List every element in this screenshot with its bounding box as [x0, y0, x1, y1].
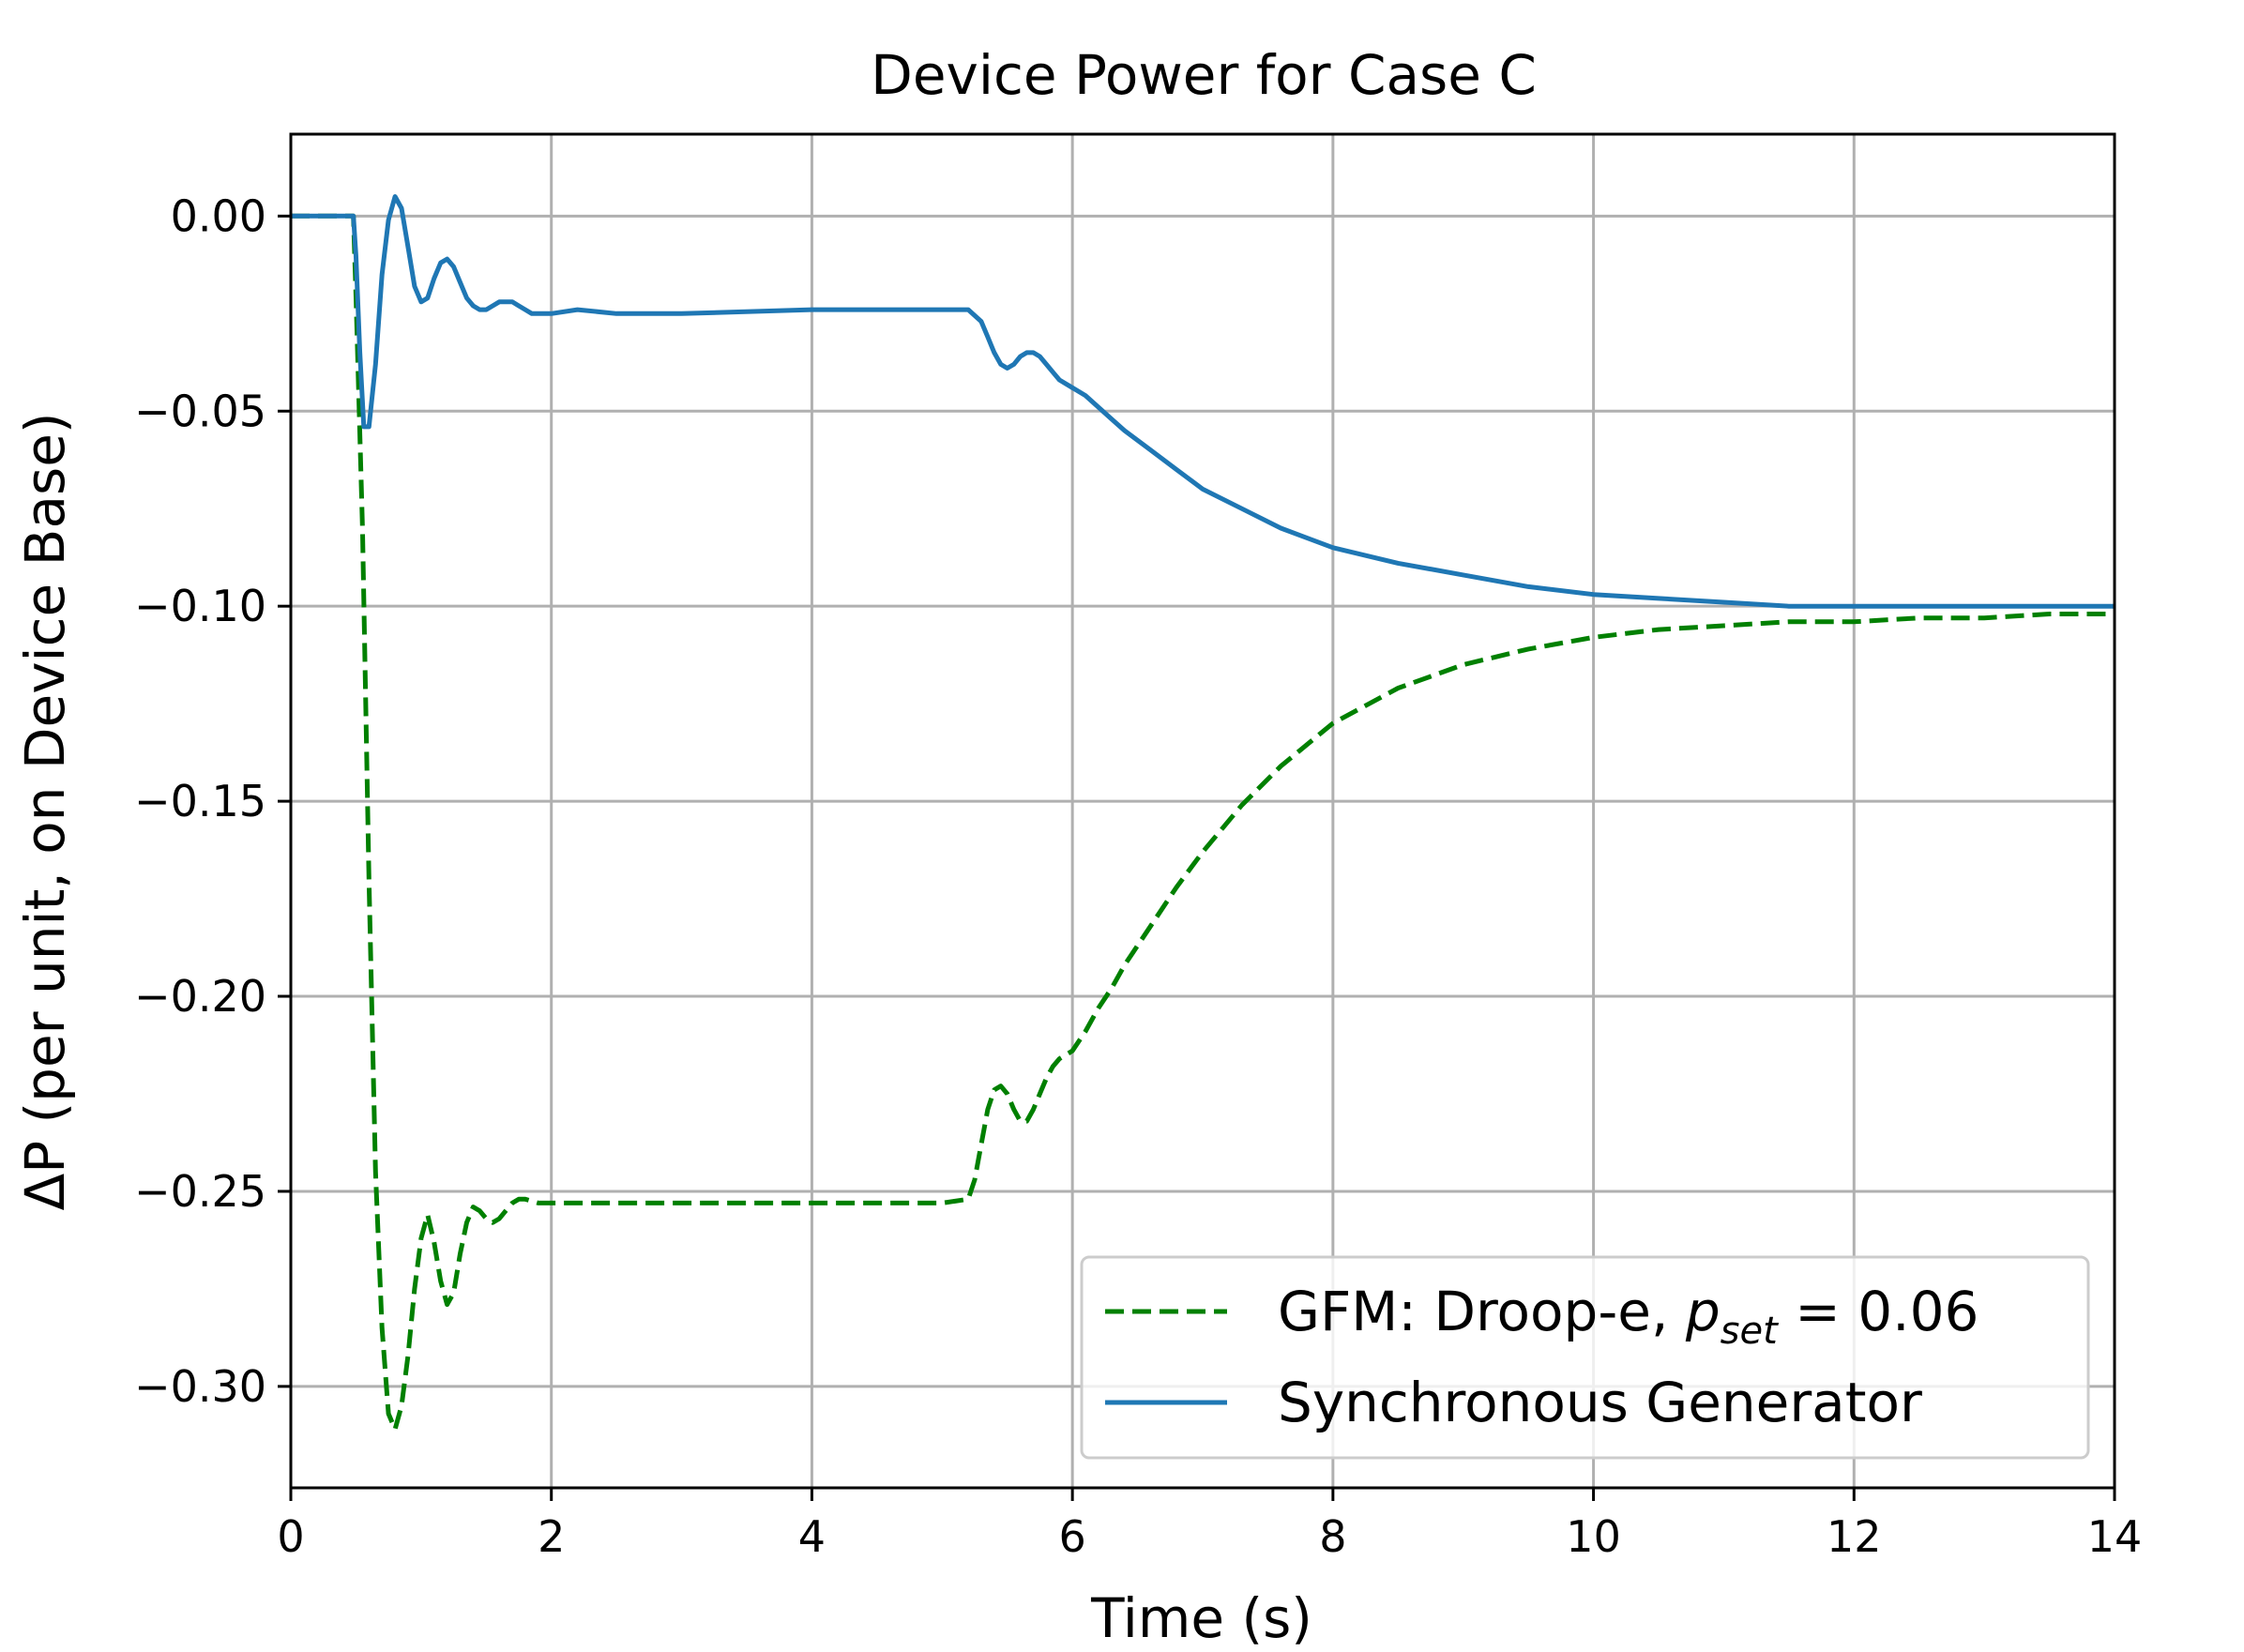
x-axis-ticks: 0 2 4 6 8 10 12 14 — [277, 1488, 2142, 1562]
y-tick-label: −0.25 — [134, 1166, 266, 1217]
series-line-synchronous-generator — [291, 194, 2115, 609]
x-tick-label: 8 — [1319, 1511, 1346, 1562]
series-line-gfm-droop-e — [291, 213, 2115, 1432]
y-tick-label: −0.15 — [134, 776, 266, 826]
x-tick-label: 10 — [1566, 1511, 1621, 1562]
legend: GFM: Droop-e, pset = 0.06 Synchronous Ge… — [1080, 1255, 2090, 1460]
chart-title: Device Power for Case C — [871, 43, 1537, 107]
y-axis-label: ΔP (per unit, on Device Base) — [13, 412, 77, 1210]
x-tick-label: 0 — [277, 1511, 304, 1562]
y-tick-label: 0.00 — [171, 190, 266, 241]
x-tick-label: 4 — [798, 1511, 826, 1562]
y-tick-label: −0.10 — [134, 581, 266, 631]
legend-label-gfm: GFM: Droop-e, pset = 0.06 — [1278, 1280, 1979, 1353]
plot-frame — [289, 132, 2116, 1490]
series-layer — [291, 194, 2115, 1432]
x-tick-label: 2 — [538, 1511, 565, 1562]
x-tick-label: 6 — [1059, 1511, 1086, 1562]
legend-label-synchronous-generator: Synchronous Generator — [1278, 1371, 1922, 1434]
y-axis-ticks: 0.00 −0.05 −0.10 −0.15 −0.20 −0.25 −0.30 — [134, 190, 291, 1412]
y-tick-label: −0.20 — [134, 971, 266, 1022]
x-axis-label: Time (s) — [1090, 1586, 1312, 1650]
x-tick-label: 14 — [2087, 1511, 2143, 1562]
x-tick-label: 12 — [1827, 1511, 1882, 1562]
legend-box — [1080, 1255, 2090, 1460]
y-tick-label: −0.30 — [134, 1361, 266, 1412]
y-tick-label: −0.05 — [134, 386, 266, 436]
